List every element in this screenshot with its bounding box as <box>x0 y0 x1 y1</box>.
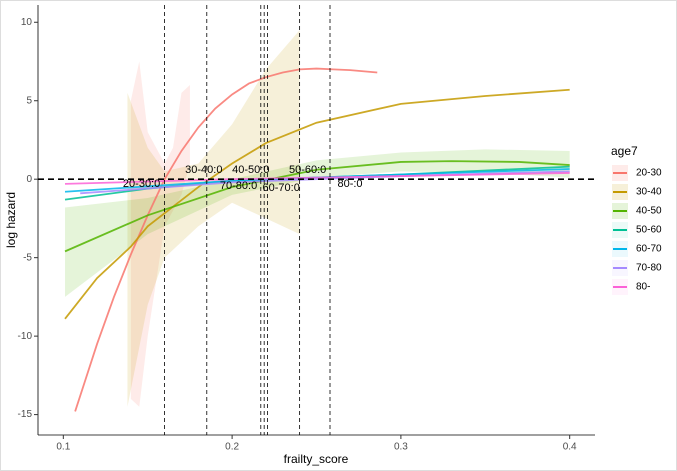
y-tick-label: -10 <box>18 331 33 342</box>
x-tick-label: 0.1 <box>56 442 70 453</box>
series-line <box>64 172 570 185</box>
confidence-band <box>127 30 300 407</box>
legend-label: 60-70 <box>636 244 662 255</box>
series-line <box>64 88 570 320</box>
legend-label: 30-40 <box>636 187 662 198</box>
legend-label: 20-30 <box>636 168 662 179</box>
legend-title: age7 <box>611 144 638 158</box>
vline-label: 50-60:0 <box>289 164 326 176</box>
vline-label: 20-30:0 <box>123 178 160 190</box>
vline-label: 60-70:0 <box>263 182 300 194</box>
series-line <box>64 160 570 253</box>
y-tick-label: 5 <box>26 95 32 106</box>
legend-label: 80- <box>636 282 650 293</box>
y-axis-label: log hazard <box>4 192 18 248</box>
y-tick-label: 0 <box>26 174 32 185</box>
vline-label: 80-:0 <box>337 178 362 190</box>
series-line <box>74 67 378 412</box>
vline-label: 30-40:0 <box>185 164 222 176</box>
confidence-band <box>65 149 570 297</box>
legend-label: 70-80 <box>636 263 662 274</box>
y-tick-label: -15 <box>18 409 33 420</box>
legend-label: 40-50 <box>636 206 662 217</box>
x-tick-label: 0.3 <box>394 442 408 453</box>
x-tick-label: 0.4 <box>563 442 577 453</box>
y-tick-label: -5 <box>23 252 32 263</box>
y-tick-label: 10 <box>21 17 33 28</box>
vline-label: 70-80:0 <box>220 180 257 192</box>
x-tick-label: 0.2 <box>225 442 239 453</box>
vline-label: 40-50:0 <box>232 164 269 176</box>
legend-label: 50-60 <box>636 225 662 236</box>
confidence-band <box>130 61 190 407</box>
x-axis-label: frailty_score <box>284 452 349 466</box>
